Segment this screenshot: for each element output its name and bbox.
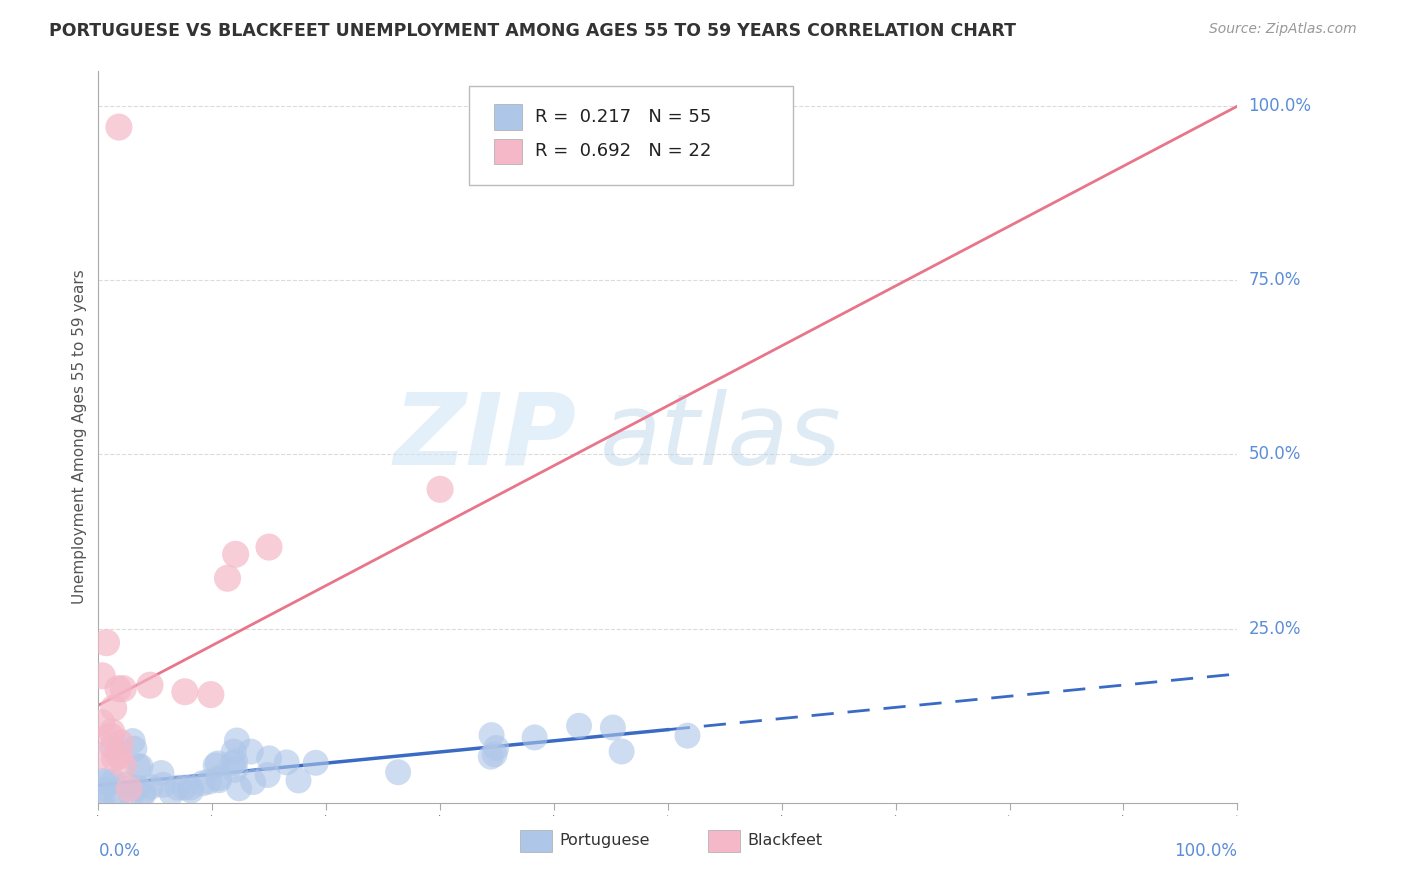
Point [112, 758, 135, 772]
Point [108, 120, 131, 134]
Point [287, 773, 309, 788]
FancyBboxPatch shape [468, 86, 793, 185]
Point [114, 777, 136, 791]
Point [204, 758, 226, 772]
Point [207, 756, 229, 771]
Point [127, 780, 149, 795]
Point [107, 788, 129, 802]
Text: atlas: atlas [599, 389, 841, 485]
FancyBboxPatch shape [520, 830, 551, 852]
Point [523, 731, 546, 745]
Point [602, 721, 624, 735]
Text: 25.0%: 25.0% [1249, 620, 1301, 638]
Point [100, 729, 122, 743]
Text: 100.0%: 100.0% [1174, 842, 1237, 860]
Point [101, 725, 124, 739]
Point [150, 766, 173, 780]
Point [242, 775, 264, 789]
Point [160, 786, 183, 800]
Point [91, 773, 114, 788]
Point [179, 780, 201, 795]
Point [91, 782, 114, 797]
Point [387, 765, 409, 780]
Point [118, 781, 141, 796]
Text: PORTUGUESE VS BLACKFEET UNEMPLOYMENT AMONG AGES 55 TO 59 YEARS CORRELATION CHART: PORTUGUESE VS BLACKFEET UNEMPLOYMENT AMO… [49, 22, 1017, 40]
Point [131, 789, 153, 803]
Y-axis label: Unemployment Among Ages 55 to 59 years: Unemployment Among Ages 55 to 59 years [72, 269, 87, 605]
Point [103, 701, 125, 715]
Point [200, 688, 222, 702]
Point [127, 759, 149, 773]
Point [152, 778, 174, 792]
Point [132, 785, 155, 799]
Point [103, 751, 125, 765]
Text: R =  0.217   N = 55: R = 0.217 N = 55 [534, 108, 711, 126]
Point [124, 741, 146, 756]
Text: Portuguese: Portuguese [560, 833, 650, 848]
Point [105, 793, 128, 807]
Point [276, 756, 298, 770]
Point [257, 751, 280, 765]
Point [173, 685, 195, 699]
Point [226, 733, 249, 747]
Text: 50.0%: 50.0% [1249, 445, 1301, 464]
Point [222, 745, 245, 759]
Point [103, 774, 125, 789]
Point [222, 756, 245, 771]
Point [90, 715, 112, 730]
Point [90, 748, 112, 763]
Point [96, 774, 118, 789]
Point [166, 780, 188, 795]
FancyBboxPatch shape [494, 138, 522, 164]
Text: ZIP: ZIP [394, 389, 576, 485]
Point [110, 736, 132, 750]
Point [208, 773, 231, 788]
Point [225, 547, 247, 561]
Point [120, 788, 142, 802]
Point [173, 780, 195, 795]
Point [484, 747, 506, 762]
Point [121, 734, 143, 748]
Point [256, 768, 278, 782]
Point [91, 669, 114, 683]
Point [568, 719, 591, 733]
Point [224, 755, 246, 769]
FancyBboxPatch shape [494, 104, 522, 130]
Point [481, 728, 503, 742]
Point [610, 744, 633, 758]
Point [139, 780, 162, 794]
Point [207, 771, 229, 785]
Point [305, 756, 328, 770]
Point [139, 678, 162, 692]
Text: 75.0%: 75.0% [1249, 271, 1301, 289]
Point [485, 740, 508, 755]
Text: Blackfeet: Blackfeet [748, 833, 823, 848]
Text: R =  0.692   N = 22: R = 0.692 N = 22 [534, 143, 711, 161]
Point [108, 748, 131, 763]
Point [224, 763, 246, 777]
Point [676, 729, 699, 743]
Point [257, 540, 280, 554]
Point [479, 749, 502, 764]
Point [96, 636, 118, 650]
Point [429, 483, 451, 497]
FancyBboxPatch shape [707, 830, 740, 852]
Point [198, 774, 221, 789]
Point [129, 759, 152, 773]
Point [217, 571, 239, 585]
Point [191, 776, 214, 790]
Point [112, 681, 135, 696]
Point [89, 795, 111, 809]
Point [228, 781, 250, 796]
Point [239, 745, 262, 759]
Point [180, 783, 202, 797]
Point [101, 740, 124, 755]
Text: 0.0%: 0.0% [98, 842, 141, 860]
Point [107, 681, 129, 696]
Text: 100.0%: 100.0% [1249, 97, 1312, 115]
Text: Source: ZipAtlas.com: Source: ZipAtlas.com [1209, 22, 1357, 37]
Point [91, 794, 114, 808]
